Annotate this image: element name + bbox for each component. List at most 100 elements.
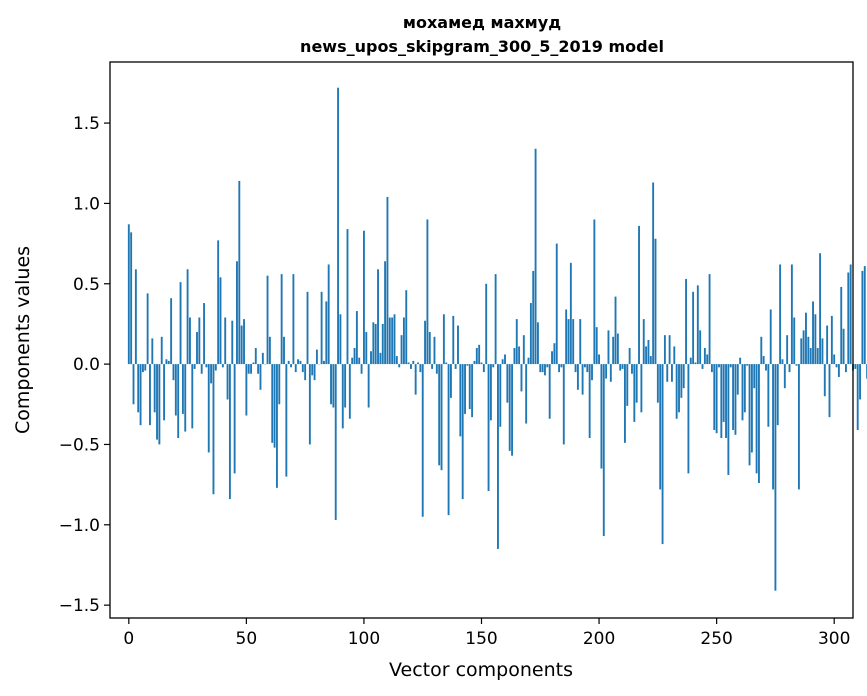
bar-97	[355, 311, 358, 365]
bar-125	[421, 364, 424, 517]
bar-48	[240, 325, 243, 365]
bar-249	[713, 364, 716, 430]
bar-114	[395, 356, 398, 365]
bar-201	[600, 364, 603, 469]
bar-72	[297, 359, 300, 365]
bar-277	[779, 264, 782, 365]
bar-300	[833, 354, 836, 365]
bar-178	[546, 364, 549, 368]
x-tick-label: 100	[348, 629, 380, 649]
bar-133	[440, 364, 443, 471]
bar-111	[388, 317, 391, 365]
bar-251	[718, 364, 720, 368]
bar-278	[781, 359, 784, 365]
y-tick-label: −1.5	[59, 596, 100, 616]
bar-275	[774, 364, 777, 591]
bar-74	[301, 364, 304, 373]
bar-183	[558, 364, 561, 373]
bar-307	[849, 264, 852, 365]
bar-215	[633, 364, 636, 422]
bar-51	[247, 364, 250, 374]
bar-132	[438, 364, 441, 466]
bar-22	[179, 282, 182, 365]
bar-144	[466, 364, 469, 366]
bar-98	[358, 357, 361, 365]
bar-248	[710, 364, 713, 373]
bar-1	[130, 232, 133, 365]
y-tick-label: 0.5	[73, 275, 100, 295]
bar-213	[628, 348, 631, 365]
bar-69	[290, 364, 292, 368]
bar-68	[287, 360, 290, 365]
bar-155	[492, 364, 495, 368]
bar-100	[363, 230, 365, 365]
bar-3	[134, 269, 137, 365]
x-axis-ticks: 0 50 100 150 200 250 300	[123, 618, 850, 649]
bar-156	[494, 274, 497, 365]
bar-304	[842, 328, 845, 365]
bar-78	[311, 364, 314, 376]
bar-6	[141, 364, 144, 373]
bar-82	[320, 291, 323, 365]
bar-104	[372, 322, 375, 365]
bar-283	[793, 317, 796, 365]
bar-247	[708, 274, 711, 365]
bar-260	[739, 357, 742, 365]
bar-276	[776, 364, 779, 426]
bar-273	[769, 309, 772, 365]
y-tick-label: 0.0	[73, 355, 100, 375]
bar-151	[482, 364, 485, 373]
bar-149	[478, 344, 481, 365]
bar-181	[553, 343, 556, 365]
bar-128	[428, 331, 431, 365]
bar-8	[146, 293, 149, 365]
bar-134	[442, 314, 445, 365]
bar-80	[315, 349, 318, 365]
bar-118	[405, 290, 408, 365]
bar-103	[370, 351, 372, 365]
bar-197	[591, 364, 593, 381]
bar-9	[149, 364, 151, 426]
bar-293	[816, 348, 819, 365]
bar-158	[499, 364, 502, 427]
bar-222	[649, 356, 652, 365]
bar-4	[137, 364, 140, 413]
bar-291	[812, 301, 814, 365]
bar-50	[245, 364, 248, 416]
bar-38	[217, 240, 220, 365]
bar-90	[339, 314, 342, 365]
bar-166	[518, 346, 521, 365]
bar-170	[527, 357, 530, 365]
bar-11	[153, 364, 156, 413]
bar-49	[243, 319, 245, 365]
y-axis-ticks: −1.5 −1.0 −0.5 0.0 0.5 1.0 1.5	[59, 114, 110, 616]
bar-59	[266, 275, 269, 365]
bar-129	[431, 364, 434, 369]
bar-10	[151, 338, 154, 365]
bar-204	[607, 330, 610, 365]
bar-75	[304, 364, 307, 381]
bar-95	[351, 357, 354, 365]
bar-106	[377, 269, 379, 365]
bar-36	[212, 364, 215, 495]
bar-252	[720, 364, 723, 439]
bar-92	[344, 364, 347, 408]
bar-221	[647, 340, 650, 365]
bar-117	[402, 317, 405, 365]
bar-190	[574, 364, 577, 373]
bar-306	[847, 272, 850, 365]
bar-120	[410, 364, 412, 369]
bar-268	[758, 364, 760, 484]
bar-110	[386, 196, 389, 365]
bar-298	[828, 364, 831, 418]
bar-7	[144, 364, 147, 371]
bar-109	[384, 261, 387, 365]
bar-246	[706, 354, 709, 365]
bar-294	[819, 253, 822, 365]
bar-239	[689, 357, 692, 365]
bar-257	[732, 364, 735, 430]
bar-227	[661, 364, 664, 545]
bar-225	[656, 364, 659, 403]
x-tick-label: 50	[236, 629, 258, 649]
bar-270	[762, 356, 765, 365]
